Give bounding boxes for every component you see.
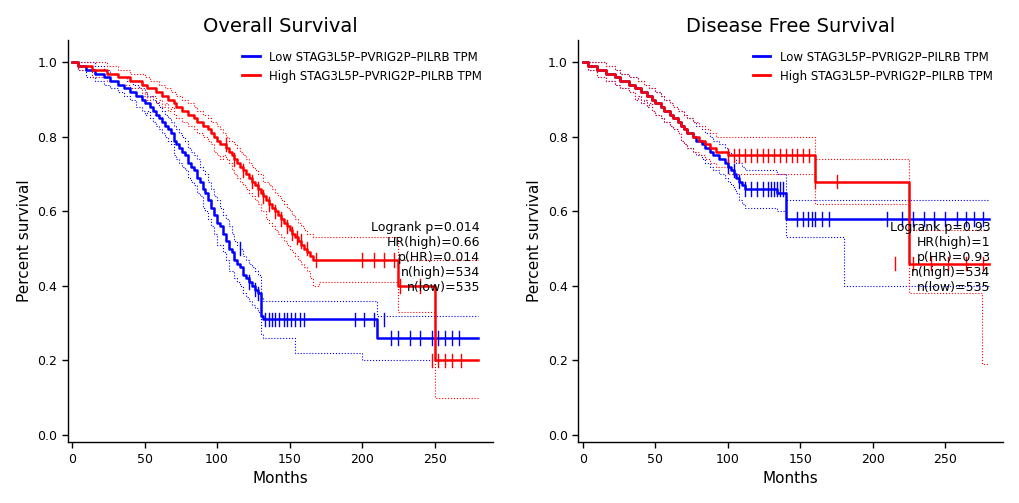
Title: Disease Free Survival: Disease Free Survival [686, 17, 895, 36]
Y-axis label: Percent survival: Percent survival [16, 180, 32, 302]
Title: Overall Survival: Overall Survival [203, 17, 358, 36]
Y-axis label: Percent survival: Percent survival [527, 180, 542, 302]
Legend: Low STAG3L5P–PVRIG2P–PILRB TPM, High STAG3L5P–PVRIG2P–PILRB TPM: Low STAG3L5P–PVRIG2P–PILRB TPM, High STA… [747, 46, 997, 87]
X-axis label: Months: Months [762, 471, 818, 486]
X-axis label: Months: Months [252, 471, 308, 486]
Legend: Low STAG3L5P–PVRIG2P–PILRB TPM, High STAG3L5P–PVRIG2P–PILRB TPM: Low STAG3L5P–PVRIG2P–PILRB TPM, High STA… [237, 46, 486, 87]
Text: Logrank p=0.014
HR(high)=0.66
p(HR)=0.014
n(high)=534
n(low)=535: Logrank p=0.014 HR(high)=0.66 p(HR)=0.01… [371, 221, 479, 294]
Text: Logrank p=0.93
HR(high)=1
p(HR)=0.93
n(high)=534
n(low)=535: Logrank p=0.93 HR(high)=1 p(HR)=0.93 n(h… [890, 221, 989, 294]
